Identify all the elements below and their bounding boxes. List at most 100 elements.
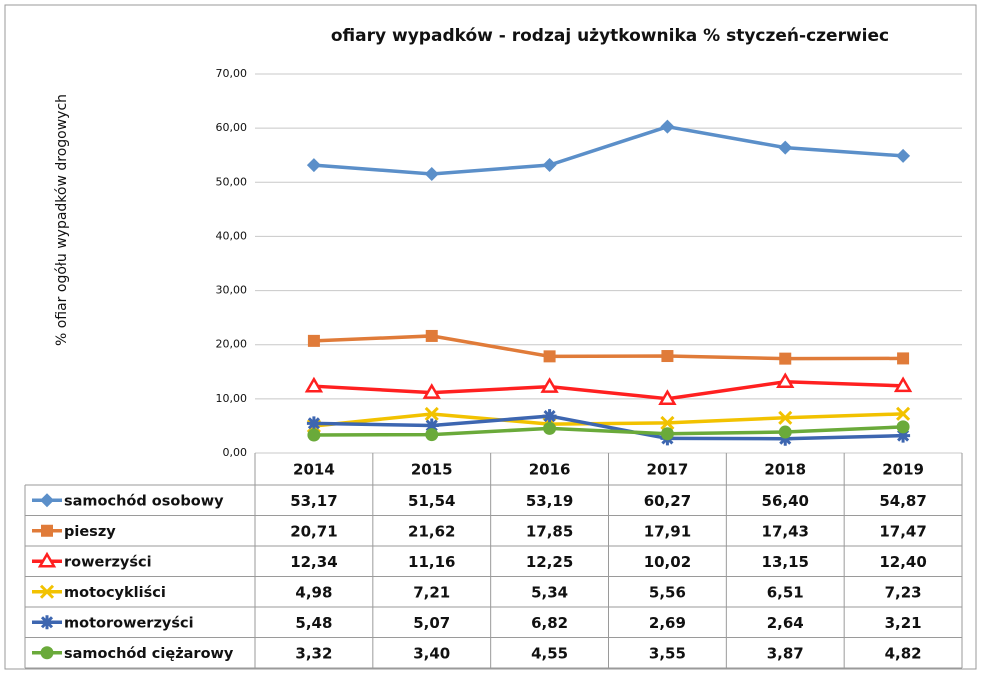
table-value: 13,15 (762, 553, 809, 571)
table-value: 17,43 (762, 522, 809, 540)
marker (658, 389, 677, 405)
marker (778, 425, 792, 439)
marker (660, 427, 674, 441)
marker (37, 551, 57, 568)
marker (660, 415, 675, 430)
marker (425, 428, 439, 442)
marker (307, 334, 320, 347)
y-tick-label: 0,00 (223, 446, 248, 459)
table-value: 3,32 (295, 644, 332, 662)
table-value: 12,40 (879, 553, 926, 571)
marker (424, 418, 439, 433)
marker (424, 166, 439, 181)
marker (40, 493, 54, 508)
y-tick-label: 60,00 (216, 121, 248, 134)
table-value: 5,34 (531, 583, 568, 601)
table-value: 12,25 (526, 553, 573, 571)
marker (39, 584, 55, 599)
marker (306, 158, 321, 173)
legend-label: motorowerzyści (64, 615, 194, 631)
table-value: 2,69 (649, 614, 686, 632)
marker (778, 410, 793, 425)
marker (422, 383, 441, 399)
marker (40, 646, 54, 660)
table-value: 17,47 (879, 522, 926, 540)
marker (540, 377, 559, 393)
table-value: 3,21 (885, 614, 922, 632)
series-line (313, 334, 904, 361)
table-value: 54,87 (879, 492, 926, 510)
table-value: 3,55 (649, 644, 686, 662)
marker (778, 140, 793, 155)
table-value: 4,98 (295, 583, 332, 601)
marker (40, 615, 54, 630)
chart-title: ofiary wypadków - rodzaj użytkownika % s… (331, 26, 889, 46)
marker (307, 428, 321, 442)
marker (304, 376, 324, 393)
marker (660, 119, 675, 134)
table-value: 11,16 (408, 553, 455, 571)
table-value: 7,21 (413, 583, 450, 601)
marker (778, 431, 793, 446)
table-value: 6,82 (531, 614, 568, 632)
table-value: 3,87 (767, 644, 804, 662)
marker (896, 420, 910, 434)
marker (425, 329, 438, 342)
table-value: 4,82 (885, 644, 922, 662)
table-value: 51,54 (408, 492, 455, 510)
y-tick-label: 10,00 (216, 392, 248, 405)
marker (896, 428, 911, 443)
table-value: 4,55 (531, 644, 568, 662)
y-tick-label: 70,00 (216, 67, 248, 80)
legend-label: rowerzyści (64, 554, 152, 570)
marker (897, 352, 910, 365)
y-tick-label: 50,00 (216, 175, 248, 188)
legend-label: pieszy (64, 524, 116, 540)
legend-label: samochód ciężarowy (64, 646, 234, 662)
table-value: 12,34 (290, 553, 337, 571)
marker (41, 524, 53, 537)
table-value: 5,48 (295, 614, 332, 632)
table-value: 5,56 (649, 583, 686, 601)
marker (542, 409, 557, 424)
x-tick-label: 2017 (647, 461, 689, 479)
marker (896, 148, 911, 163)
marker (893, 376, 913, 393)
table-value: 5,07 (413, 614, 450, 632)
marker (779, 352, 792, 365)
x-tick-label: 2019 (882, 461, 924, 479)
table-value: 20,71 (290, 522, 337, 540)
series-line (313, 124, 904, 176)
x-tick-label: 2018 (764, 461, 806, 479)
marker (543, 421, 557, 435)
table-value: 2,64 (767, 614, 804, 632)
table-value: 10,02 (644, 553, 691, 571)
table-value: 7,23 (885, 583, 922, 601)
x-tick-label: 2016 (529, 461, 571, 479)
marker (306, 416, 321, 431)
table-value: 53,19 (526, 492, 573, 510)
marker (896, 406, 911, 421)
y-tick-label: 40,00 (216, 229, 248, 242)
table-value: 17,85 (526, 522, 573, 540)
marker (542, 158, 557, 173)
table-value: 60,27 (644, 492, 691, 510)
y-tick-label: 20,00 (216, 338, 248, 351)
series-line (313, 414, 904, 441)
table-value: 56,40 (762, 492, 809, 510)
x-tick-label: 2014 (293, 461, 335, 479)
marker (424, 406, 439, 422)
table-value: 53,17 (290, 492, 337, 510)
table-value: 17,91 (644, 522, 691, 540)
marker (661, 350, 674, 363)
table-value: 6,51 (767, 583, 804, 601)
marker (776, 372, 795, 389)
y-axis-label: % ofiar ogółu wypadków drogowych (54, 94, 70, 346)
legend-label: samochód osobowy (64, 493, 224, 509)
y-tick-label: 30,00 (216, 284, 248, 297)
series-line (313, 380, 904, 401)
table-value: 21,62 (408, 522, 455, 540)
legend-label: motocykliści (64, 585, 166, 601)
table-value: 3,40 (413, 644, 450, 662)
